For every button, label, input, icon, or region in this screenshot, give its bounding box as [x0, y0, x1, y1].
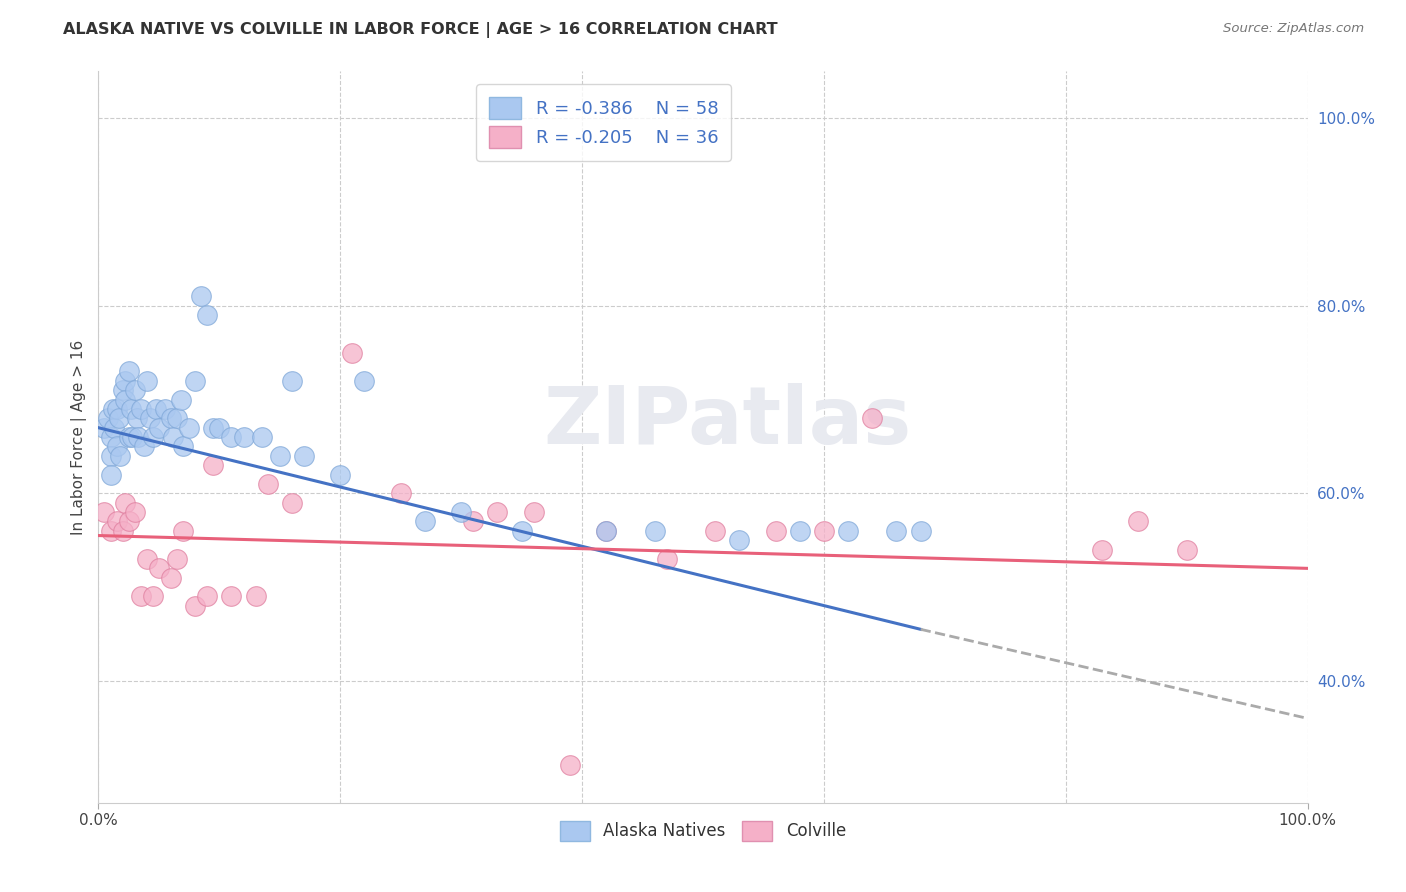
Alaska Natives [97, 411, 120, 425]
Alaska Natives [124, 383, 146, 397]
Alaska Natives [837, 524, 859, 538]
Alaska Natives [114, 374, 136, 388]
Colville [124, 505, 146, 519]
Alaska Natives [450, 505, 472, 519]
Colville [160, 571, 183, 585]
Alaska Natives [111, 383, 134, 397]
Alaska Natives [232, 430, 254, 444]
Alaska Natives [510, 524, 533, 538]
Colville [342, 345, 364, 359]
Colville [129, 590, 152, 604]
Alaska Natives [179, 420, 201, 434]
Alaska Natives [195, 308, 218, 322]
Alaska Natives [134, 440, 156, 454]
Alaska Natives [145, 401, 167, 416]
Alaska Natives [108, 411, 131, 425]
Alaska Natives [101, 401, 124, 416]
Alaska Natives [100, 449, 122, 463]
Colville [1091, 542, 1114, 557]
Alaska Natives [100, 430, 122, 444]
Colville [105, 515, 128, 529]
Colville [813, 524, 835, 538]
Text: Source: ZipAtlas.com: Source: ZipAtlas.com [1223, 22, 1364, 36]
Alaska Natives [269, 449, 291, 463]
Alaska Natives [105, 401, 128, 416]
Colville [595, 524, 617, 538]
Colville [93, 505, 115, 519]
Alaska Natives [127, 411, 149, 425]
Alaska Natives [413, 515, 436, 529]
Alaska Natives [595, 524, 617, 538]
Alaska Natives [93, 420, 115, 434]
Alaska Natives [202, 420, 225, 434]
Alaska Natives [190, 289, 212, 303]
Colville [1175, 542, 1198, 557]
Alaska Natives [153, 401, 176, 416]
Colville [1128, 515, 1150, 529]
Alaska Natives [208, 420, 231, 434]
Colville [860, 411, 883, 425]
Colville [389, 486, 412, 500]
Alaska Natives [886, 524, 908, 538]
Colville [184, 599, 207, 613]
Colville [245, 590, 267, 604]
Colville [486, 505, 509, 519]
Colville [221, 590, 243, 604]
Alaska Natives [910, 524, 932, 538]
Colville [202, 458, 225, 473]
Colville [118, 515, 141, 529]
Alaska Natives [139, 411, 162, 425]
Text: ZIPatlas: ZIPatlas [543, 384, 911, 461]
Alaska Natives [127, 430, 149, 444]
Alaska Natives [292, 449, 315, 463]
Colville [195, 590, 218, 604]
Colville [100, 524, 122, 538]
Colville [142, 590, 165, 604]
Alaska Natives [172, 440, 194, 454]
Alaska Natives [169, 392, 191, 407]
Alaska Natives [129, 401, 152, 416]
Alaska Natives [114, 392, 136, 407]
Colville [148, 561, 170, 575]
Colville [256, 477, 278, 491]
Colville [111, 524, 134, 538]
Colville [765, 524, 787, 538]
Colville [463, 515, 485, 529]
Alaska Natives [118, 364, 141, 378]
Colville [655, 552, 678, 566]
Colville [172, 524, 194, 538]
Alaska Natives [118, 430, 141, 444]
Alaska Natives [329, 467, 352, 482]
Alaska Natives [148, 420, 170, 434]
Colville [281, 496, 304, 510]
Alaska Natives [160, 411, 183, 425]
Colville [135, 552, 157, 566]
Alaska Natives [353, 374, 375, 388]
Colville [523, 505, 546, 519]
Alaska Natives [250, 430, 273, 444]
Alaska Natives [166, 411, 188, 425]
Colville [166, 552, 188, 566]
Alaska Natives [108, 449, 131, 463]
Alaska Natives [281, 374, 304, 388]
Alaska Natives [728, 533, 751, 548]
Colville [704, 524, 727, 538]
Y-axis label: In Labor Force | Age > 16: In Labor Force | Age > 16 [72, 340, 87, 534]
Alaska Natives [644, 524, 666, 538]
Colville [114, 496, 136, 510]
Alaska Natives [221, 430, 243, 444]
Alaska Natives [162, 430, 184, 444]
Alaska Natives [103, 420, 125, 434]
Alaska Natives [142, 430, 165, 444]
Alaska Natives [105, 440, 128, 454]
Legend: Alaska Natives, Colville: Alaska Natives, Colville [551, 813, 855, 849]
Alaska Natives [184, 374, 207, 388]
Alaska Natives [100, 467, 122, 482]
Alaska Natives [789, 524, 811, 538]
Colville [558, 758, 581, 772]
Alaska Natives [120, 401, 142, 416]
Alaska Natives [135, 374, 157, 388]
Alaska Natives [121, 430, 143, 444]
Text: ALASKA NATIVE VS COLVILLE IN LABOR FORCE | AGE > 16 CORRELATION CHART: ALASKA NATIVE VS COLVILLE IN LABOR FORCE… [63, 22, 778, 38]
